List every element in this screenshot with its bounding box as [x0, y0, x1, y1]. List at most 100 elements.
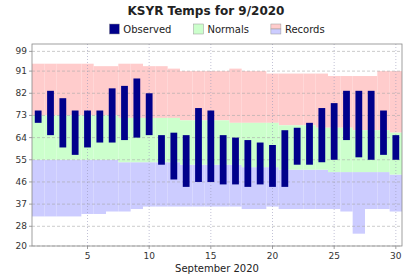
record-low-band	[32, 160, 44, 217]
observed-bar	[368, 91, 375, 160]
x-tick	[87, 246, 88, 249]
record-high-band	[94, 66, 106, 115]
record-low-band	[57, 160, 69, 217]
record-low-band	[303, 170, 315, 209]
y-tick-label: 20	[16, 241, 28, 251]
y-tick-label: 91	[16, 66, 27, 76]
y-tick-label: 99	[16, 46, 28, 56]
observed-bar	[343, 91, 350, 140]
record-high-band	[303, 74, 315, 126]
observed-bar	[109, 88, 116, 142]
observed-bar	[244, 140, 251, 187]
legend-label: Records	[285, 24, 325, 35]
plot-frame	[32, 44, 402, 246]
y-tick	[29, 115, 32, 116]
legend-swatch	[109, 24, 119, 34]
x-tick-label: 25	[328, 251, 339, 261]
legend-swatch	[271, 24, 281, 29]
observed-bar	[59, 98, 66, 147]
axes: 2028374655647382919951015202530	[16, 46, 402, 261]
observed-bar	[220, 135, 227, 184]
record-low-band	[44, 160, 56, 217]
observed-bar	[121, 86, 128, 140]
y-tick	[29, 71, 32, 72]
record-low-band	[316, 170, 328, 209]
x-tick-label: 20	[267, 251, 279, 261]
observed-bar	[232, 138, 239, 185]
title: KSYR Temps for 9/2020	[128, 4, 285, 18]
observed-bar	[306, 123, 313, 165]
legend-item: Observed	[109, 24, 171, 35]
observed-bar	[96, 111, 103, 143]
y-tick	[29, 51, 32, 52]
observed-bar	[146, 93, 153, 135]
record-high-band	[32, 64, 44, 116]
x-tick	[395, 246, 396, 249]
y-tick-label: 46	[16, 177, 28, 187]
record-low-band	[291, 170, 303, 209]
observed-bar	[183, 135, 190, 187]
y-tick-label: 73	[16, 110, 27, 120]
chart: KSYR Temps for 9/20202028374655647382919…	[0, 0, 412, 276]
observed-bar	[35, 111, 42, 123]
record-high-band	[69, 64, 81, 116]
record-low-band	[155, 162, 167, 206]
record-high-band	[291, 74, 303, 126]
y-tick	[29, 181, 32, 182]
legend-item: Records	[271, 24, 325, 35]
bars	[35, 78, 399, 186]
x-tick	[334, 246, 335, 249]
observed-bar	[294, 128, 301, 165]
y-tick	[29, 137, 32, 138]
record-low-band	[390, 175, 402, 212]
x-tick-label: 30	[390, 251, 402, 261]
legend-item: Normals	[193, 24, 248, 35]
observed-bar	[158, 135, 165, 165]
normal-band	[390, 133, 402, 175]
record-high-band	[279, 74, 291, 126]
record-low-band	[365, 172, 377, 209]
observed-bar	[133, 78, 140, 137]
record-high-band	[242, 71, 254, 123]
y-tick	[29, 246, 32, 247]
x-tick-label: 10	[143, 251, 155, 261]
observed-bar	[72, 111, 79, 155]
observed-bar	[380, 111, 387, 155]
record-low-band	[94, 160, 106, 214]
observed-bar	[170, 133, 177, 180]
x-tick	[272, 246, 273, 249]
observed-bar	[331, 103, 338, 160]
y-tick-label: 82	[16, 88, 27, 98]
page: {"chart_data": {"type": "bar", "title": …	[0, 0, 412, 276]
y-tick	[29, 226, 32, 227]
observed-bar	[47, 91, 54, 135]
legend: Observed Normals Records	[109, 24, 324, 35]
x-tick	[149, 246, 150, 249]
observed-bar	[269, 145, 276, 187]
observed-bar	[207, 111, 214, 182]
record-low-band	[377, 172, 389, 209]
record-low-band	[69, 160, 81, 217]
y-tick	[29, 204, 32, 205]
record-low-band	[143, 162, 155, 206]
record-high-band	[217, 71, 229, 120]
grid-line-y	[32, 226, 402, 227]
record-low-band	[340, 172, 352, 211]
observed-bar	[318, 108, 325, 162]
observed-bar	[195, 108, 202, 182]
record-low-band	[106, 160, 118, 212]
observed-bar	[392, 135, 399, 160]
normal-band	[291, 125, 303, 169]
y-tick-label: 28	[16, 221, 28, 231]
observed-bar	[281, 130, 288, 187]
legend-label: Observed	[123, 24, 171, 35]
y-tick-label: 64	[16, 133, 28, 143]
y-tick	[29, 93, 32, 94]
record-high-band	[254, 71, 266, 123]
x-tick-label: 5	[85, 251, 91, 261]
observed-bar	[257, 143, 264, 185]
record-high-band	[180, 71, 192, 120]
y-tick	[29, 159, 32, 160]
record-high-band	[155, 66, 167, 118]
legend-label: Normals	[207, 24, 248, 35]
